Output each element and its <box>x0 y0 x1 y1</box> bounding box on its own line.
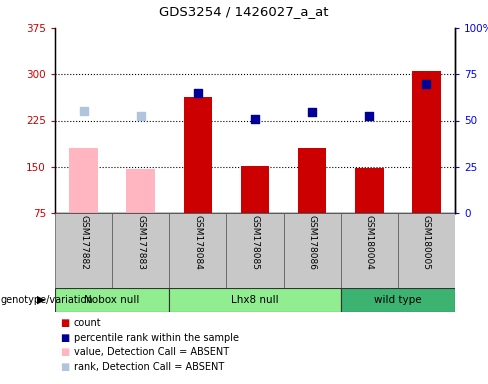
Bar <box>126 169 155 213</box>
Bar <box>69 147 98 213</box>
Bar <box>241 166 269 213</box>
Text: wild type: wild type <box>374 295 422 305</box>
Point <box>137 113 144 119</box>
Bar <box>183 97 212 213</box>
Bar <box>341 288 455 312</box>
Text: GSM180005: GSM180005 <box>422 215 431 270</box>
Text: value, Detection Call = ABSENT: value, Detection Call = ABSENT <box>74 347 229 357</box>
Text: GSM178085: GSM178085 <box>250 215 260 270</box>
Bar <box>355 168 384 213</box>
Point <box>251 116 259 122</box>
Text: GSM178084: GSM178084 <box>193 215 203 270</box>
Bar <box>169 213 226 288</box>
Bar <box>284 213 341 288</box>
Bar <box>112 213 169 288</box>
Bar <box>412 71 441 213</box>
Text: ■: ■ <box>60 362 69 372</box>
Point <box>194 90 202 96</box>
Point <box>80 108 87 114</box>
Text: ■: ■ <box>60 347 69 357</box>
Bar <box>55 288 169 312</box>
Point <box>423 81 430 87</box>
Text: GSM178086: GSM178086 <box>307 215 317 270</box>
Text: ▶: ▶ <box>37 295 45 305</box>
Text: GSM177882: GSM177882 <box>79 215 88 270</box>
Text: rank, Detection Call = ABSENT: rank, Detection Call = ABSENT <box>74 362 224 372</box>
Text: GSM180004: GSM180004 <box>365 215 374 270</box>
Text: GDS3254 / 1426027_a_at: GDS3254 / 1426027_a_at <box>159 5 329 18</box>
Bar <box>398 213 455 288</box>
Point <box>366 113 373 119</box>
Point <box>308 109 316 116</box>
Bar <box>226 213 284 288</box>
Text: Nobox null: Nobox null <box>84 295 140 305</box>
Text: percentile rank within the sample: percentile rank within the sample <box>74 333 239 343</box>
Text: ■: ■ <box>60 333 69 343</box>
Bar <box>55 213 112 288</box>
Text: Lhx8 null: Lhx8 null <box>231 295 279 305</box>
Bar <box>298 147 326 213</box>
Text: ■: ■ <box>60 318 69 328</box>
Bar <box>341 213 398 288</box>
Text: count: count <box>74 318 102 328</box>
Bar <box>169 288 341 312</box>
Text: GSM177883: GSM177883 <box>136 215 145 270</box>
Text: genotype/variation: genotype/variation <box>1 295 94 305</box>
